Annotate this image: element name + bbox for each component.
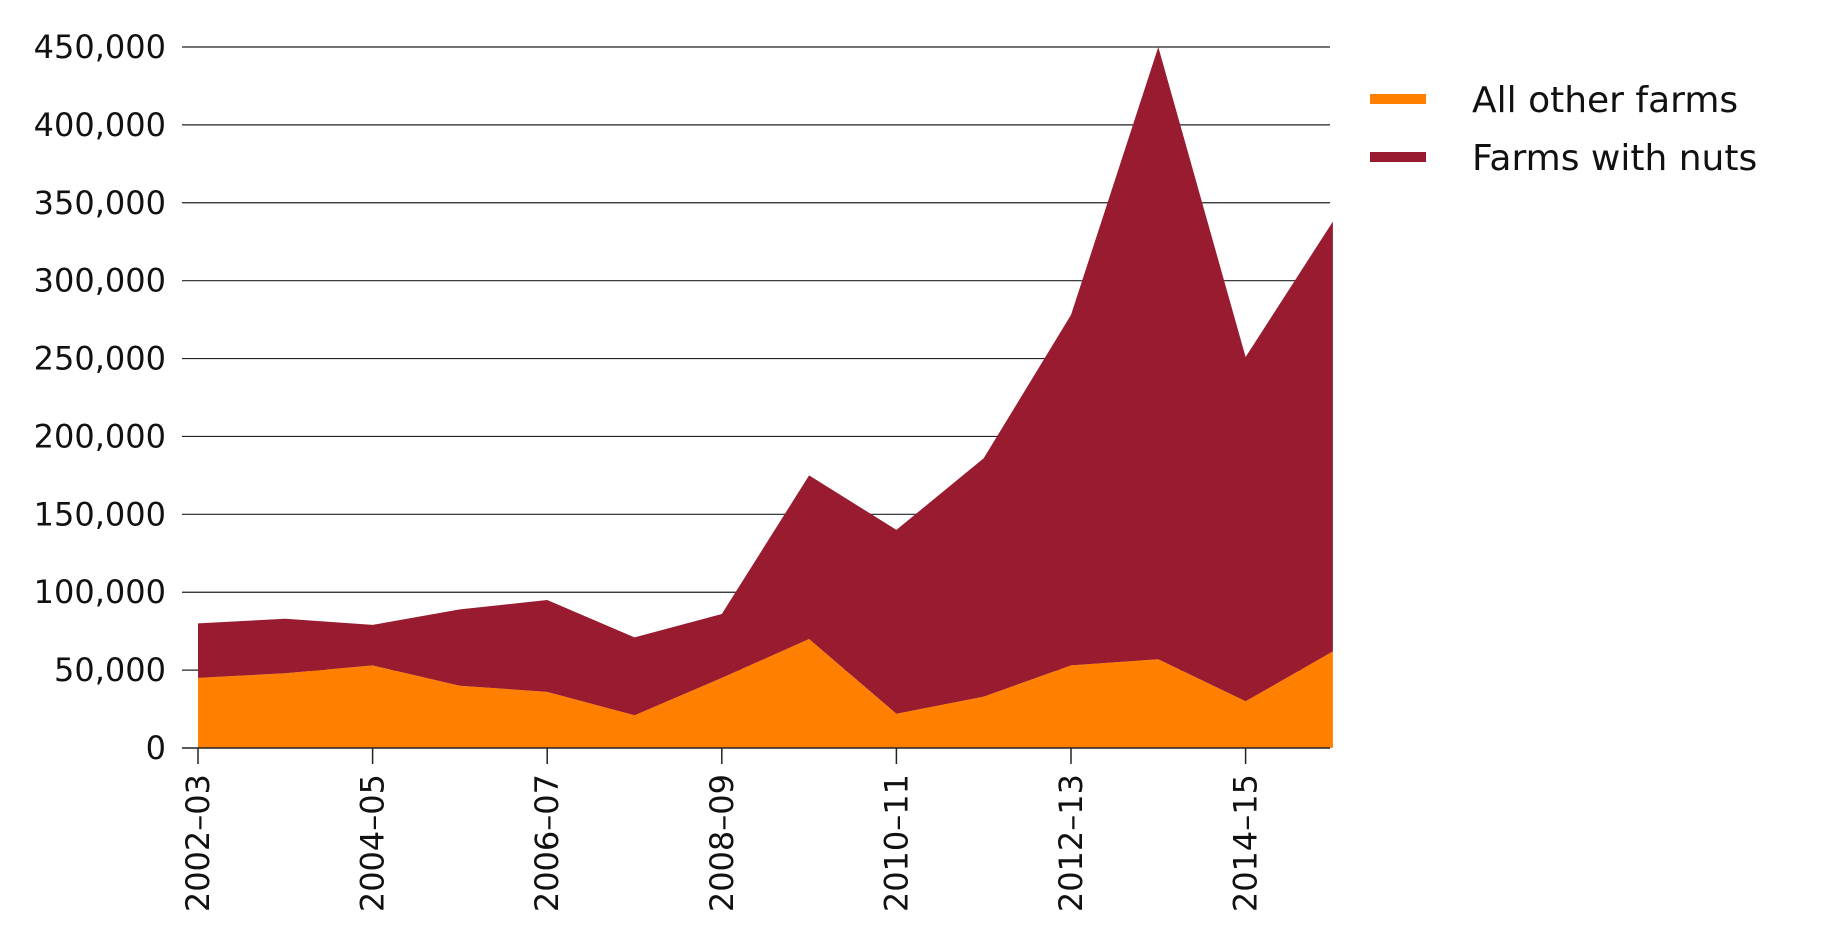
x-tick-label: 2002–03 [179,774,217,912]
x-tick-label: 2004–05 [354,774,392,912]
chart-areas [198,47,1333,748]
x-tick-label: 2010–11 [877,774,915,912]
y-axis-ticks: 0 50,000 100,000 150,000 200,000 250,000 300,0… [34,28,166,767]
y-tick-label: 100,000 [34,573,166,611]
legend-item-all-other-farms: All other farms [1370,80,1738,121]
legend-item-farms-with-nuts: Farms with nuts [1370,138,1757,179]
y-tick-label: 50,000 [54,651,166,689]
y-tick-label: 250,000 [34,340,166,378]
y-tick-label: 450,000 [34,28,166,66]
legend-label-all-other-farms: All other farms [1472,80,1738,121]
y-tick-label: 350,000 [34,184,166,222]
gridlines [182,46,1330,671]
y-tick-label: 200,000 [34,417,166,455]
x-tick-label: 2006–07 [528,774,566,912]
legend-swatch-all-other-farms [1370,94,1426,104]
legend-swatch-farms-with-nuts [1370,152,1426,162]
y-tick-label: 300,000 [34,262,166,300]
area-all-other-farms [198,639,1333,748]
x-axis-ticks: 2002–03 2004–05 2006–07 2008–09 2010–11 2012–… [179,748,1265,912]
legend: All other farms Farms with nuts [1370,80,1757,179]
y-tick-label: 150,000 [34,495,166,533]
y-tick-label: 400,000 [34,106,166,144]
x-tick-label: 2014–15 [1227,774,1265,912]
x-tick-label: 2008–09 [703,774,741,912]
area-farms-with-nuts [198,47,1333,716]
x-tick-label: 2012–13 [1052,774,1090,912]
legend-label-farms-with-nuts: Farms with nuts [1472,138,1757,179]
y-tick-label: 0 [146,729,166,767]
